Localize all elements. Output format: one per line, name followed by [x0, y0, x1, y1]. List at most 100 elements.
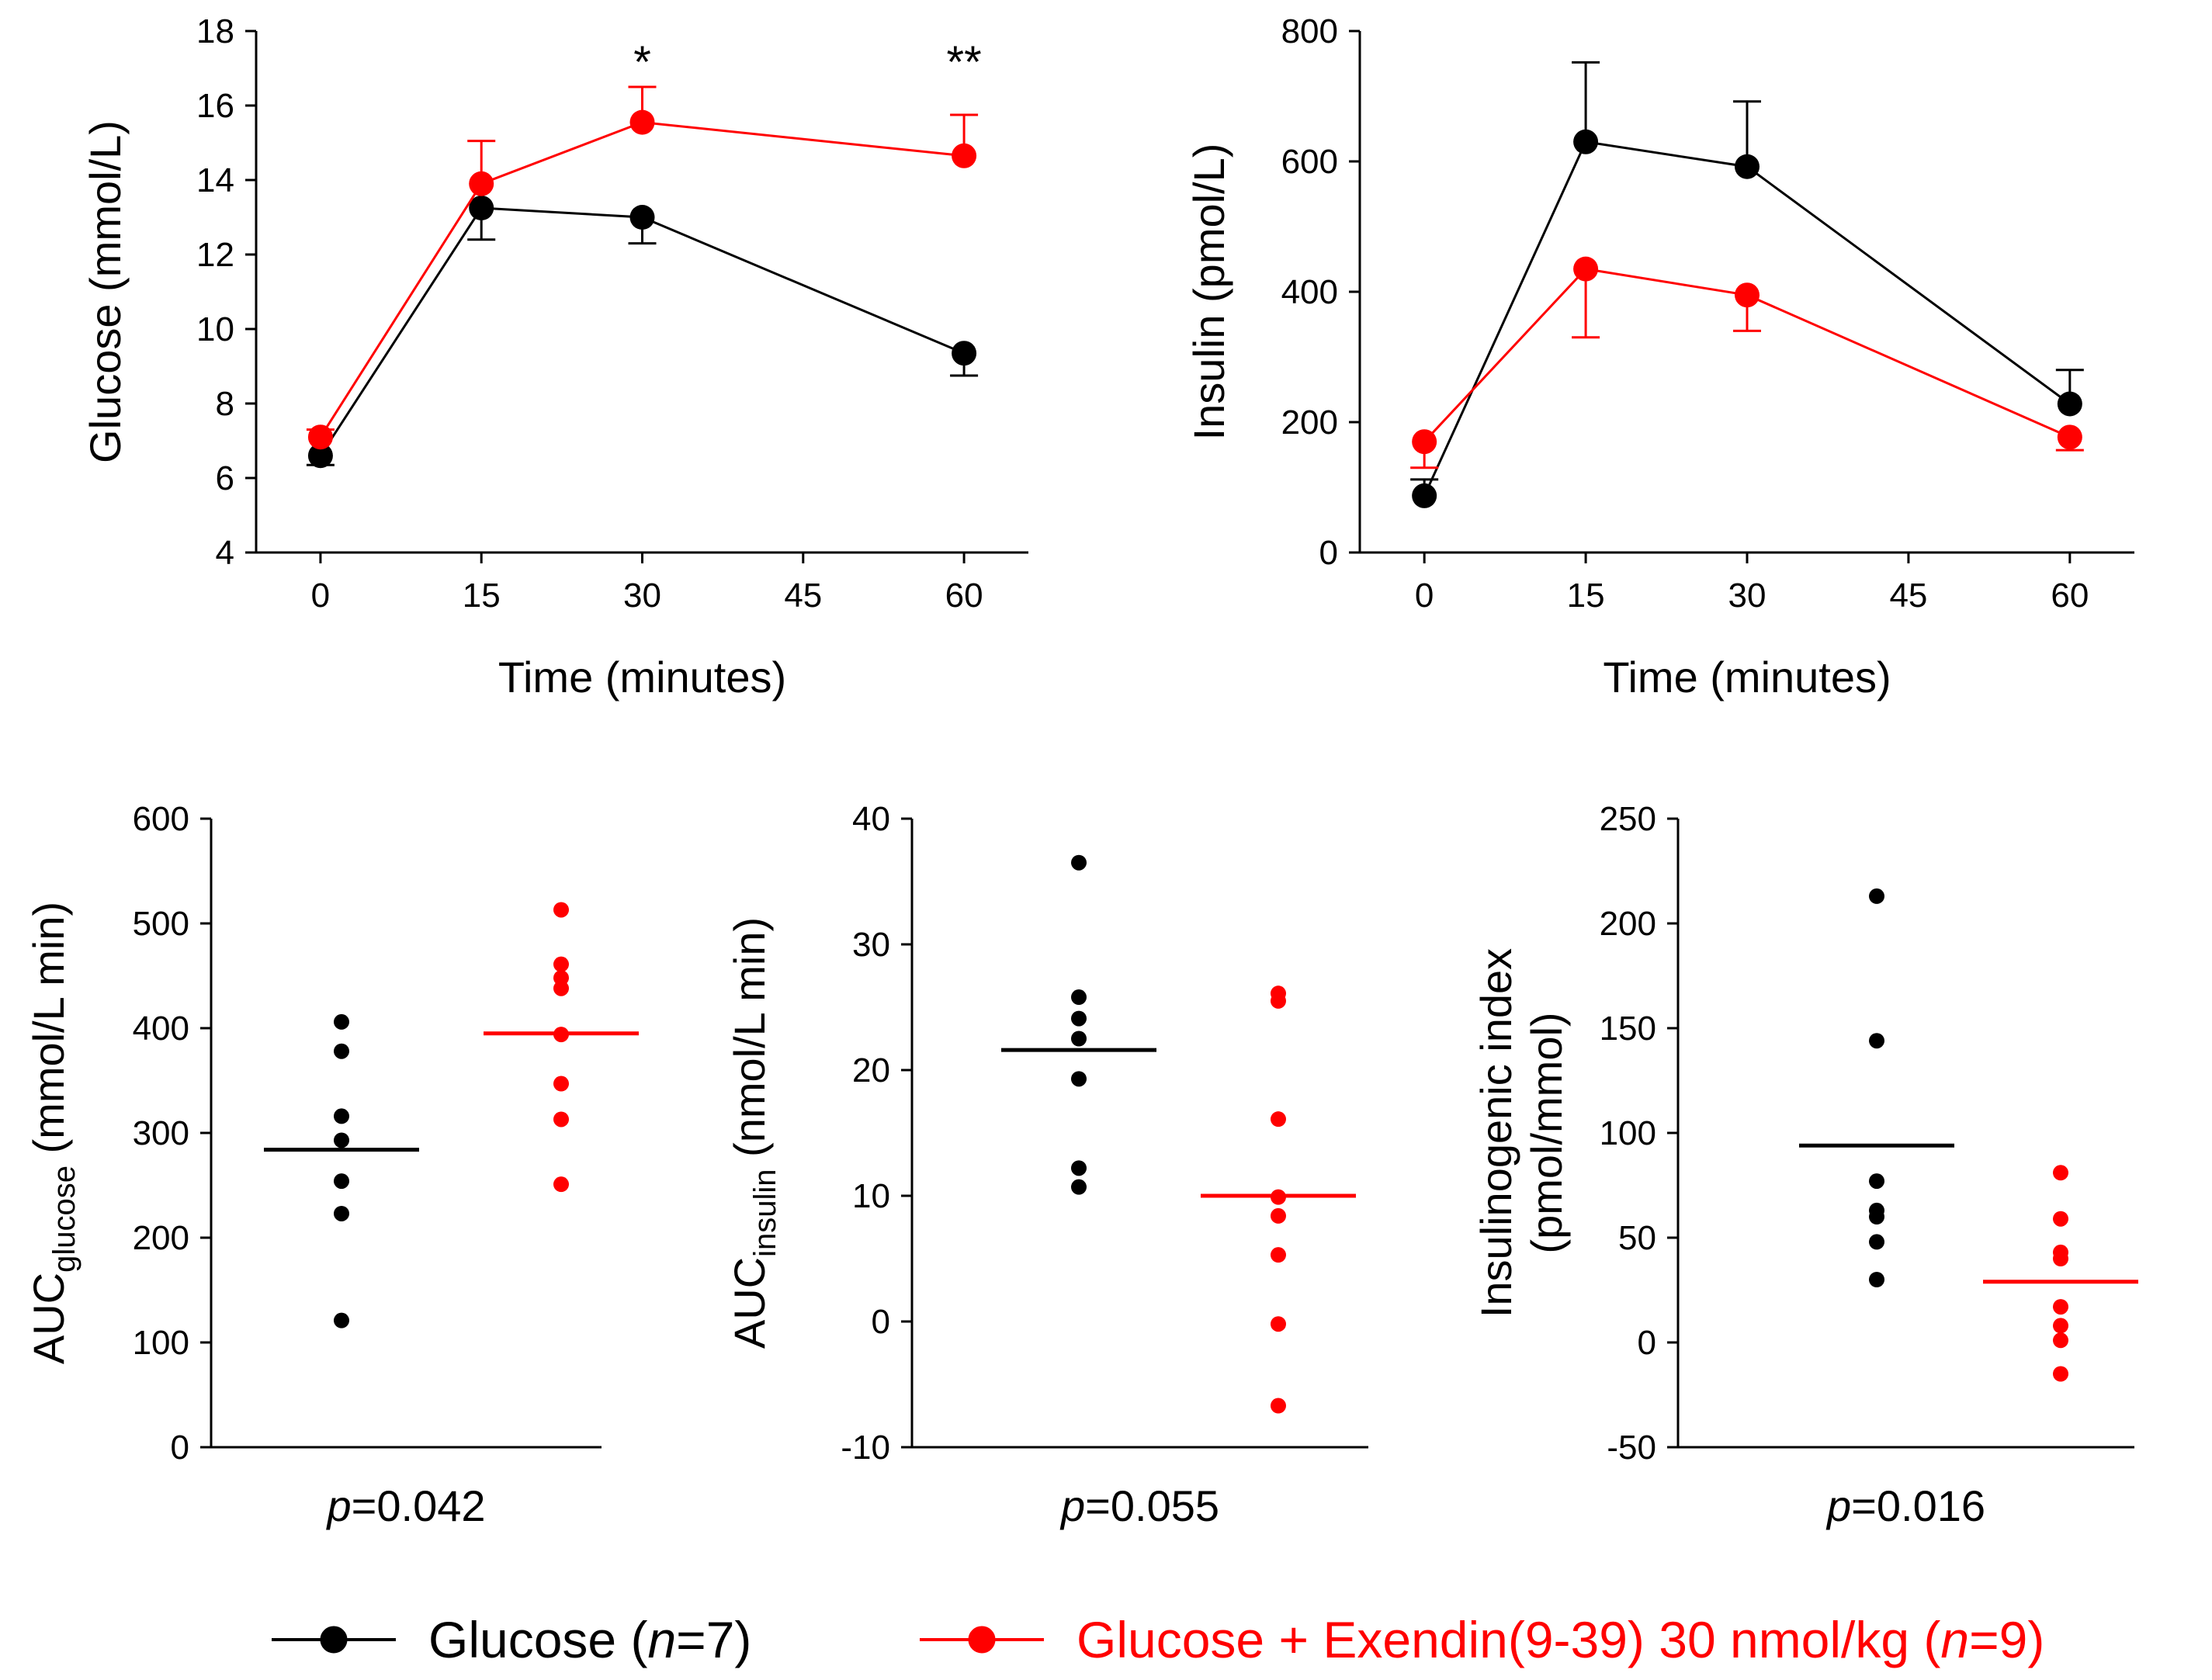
y-axis-title-subscript: glucose: [47, 1166, 81, 1273]
y-tick-label: 200: [1281, 404, 1338, 442]
data-point-exendin: [1271, 1316, 1286, 1332]
x-tick-label: 60: [945, 577, 983, 615]
y-tick-label: 100: [133, 1324, 189, 1362]
data-point-control: [334, 1013, 349, 1030]
y-tick-label: 100: [1600, 1114, 1656, 1152]
x-tick-label: 45: [784, 577, 822, 615]
y-tick-label: 18: [196, 12, 234, 50]
y-tick-label: 50: [1618, 1219, 1656, 1257]
y-tick-label: 10: [852, 1177, 890, 1215]
data-point-exendin: [553, 902, 569, 918]
y-tick-label: 0: [171, 1429, 189, 1467]
data-point-exendin: [1735, 282, 1760, 308]
p-value-label: p=0.042: [326, 1481, 486, 1530]
p-value-number: =0.016: [1851, 1481, 1985, 1530]
data-point-exendin: [1271, 1189, 1286, 1205]
data-point-control: [1869, 1234, 1884, 1250]
x-tick-label: 0: [311, 577, 330, 615]
significance-marker: *: [633, 37, 651, 88]
data-point-control: [1869, 888, 1884, 904]
y-tick-label: 600: [1281, 143, 1338, 181]
data-point-control: [334, 1312, 349, 1328]
y-tick-label: 20: [852, 1051, 890, 1089]
y-tick-label: 150: [1600, 1010, 1656, 1048]
y-tick-label: 600: [133, 800, 189, 838]
y-tick-label: 6: [216, 459, 234, 497]
x-axis-title: Time (minutes): [1603, 653, 1891, 701]
y-axis-title: Insulin (pmol/L): [1184, 144, 1233, 441]
data-point-control: [2057, 391, 2082, 417]
y-axis-title: AUCinsulin (nmol/L min): [725, 917, 782, 1349]
legend-item-exendin: Glucose + Exendin(9-39) 30 nmol/kg (n=9): [920, 1611, 2044, 1668]
x-tick-label: 15: [463, 577, 501, 615]
y-tick-label: 0: [1638, 1324, 1656, 1362]
y-tick-label: 400: [1281, 273, 1338, 311]
data-point-control: [1869, 1272, 1884, 1287]
y-axis-title-main: AUC: [24, 1273, 73, 1364]
data-point-exendin: [1271, 992, 1286, 1009]
y-tick-label: 14: [196, 161, 234, 199]
data-point-control: [1869, 1209, 1884, 1224]
y-tick-label: -50: [1607, 1429, 1656, 1467]
data-point-exendin: [2053, 1366, 2068, 1382]
y-axis-title-line2: (pmol/mmol): [1522, 1012, 1571, 1253]
data-point-control: [1071, 1179, 1087, 1195]
series-line-exendin: [319, 121, 965, 438]
data-point-exendin: [553, 980, 569, 996]
y-tick-label: 250: [1600, 800, 1656, 838]
data-point-exendin: [2053, 1165, 2068, 1181]
x-axis-title: Time (minutes): [498, 653, 786, 701]
data-point-control: [1071, 1010, 1087, 1027]
data-point-exendin: [307, 424, 333, 450]
data-point-control: [1071, 1071, 1087, 1087]
data-point-control: [1412, 483, 1437, 508]
y-axis-title-main: AUC: [725, 1257, 774, 1349]
x-tick-label: 60: [2051, 577, 2089, 615]
data-point-control: [334, 1043, 349, 1059]
series-line-exendin: [1423, 267, 2071, 443]
legend-marker-control: [320, 1626, 348, 1654]
y-tick-label: 40: [852, 800, 890, 838]
data-point-exendin: [1412, 429, 1437, 455]
data-point-control: [1071, 1031, 1087, 1047]
data-point-control: [334, 1108, 349, 1124]
data-point-control: [629, 205, 655, 230]
data-point-exendin: [553, 1076, 569, 1092]
x-tick-label: 30: [1728, 577, 1766, 615]
x-tick-label: 15: [1567, 577, 1605, 615]
p-value-label: p=0.055: [1059, 1481, 1219, 1530]
data-point-exendin: [1271, 1111, 1286, 1128]
data-point-exendin: [2057, 424, 2082, 450]
y-axis-title-line1: Insulinogenic index: [1472, 948, 1520, 1318]
x-tick-label: 0: [1415, 577, 1434, 615]
data-point-exendin: [2053, 1299, 2068, 1315]
data-point-exendin: [553, 1111, 569, 1128]
auc-glucose-chart: 0 100 200 300 400 500 600 AUCglucose (mmol/L mi…: [24, 800, 639, 1530]
data-point-control: [1735, 154, 1760, 179]
insulin-time-chart: 0 200 400 600 800 0 15 30 45 60 Time (minutes) Insu…: [1184, 12, 2134, 701]
y-tick-label: 800: [1281, 12, 1338, 50]
data-point-exendin: [1573, 256, 1599, 282]
legend-item-control: Glucose (n=7): [272, 1611, 751, 1668]
data-point-control: [334, 1132, 349, 1148]
x-tick-label: 30: [623, 577, 661, 615]
legend-marker-exendin: [968, 1626, 996, 1654]
data-point-exendin: [1271, 1247, 1286, 1263]
significance-marker: **: [947, 37, 982, 88]
data-point-control: [334, 1173, 349, 1190]
y-tick-label: 30: [852, 926, 890, 964]
data-point-control: [307, 443, 333, 469]
y-tick-label: 200: [1600, 905, 1656, 943]
p-value-label: p=0.016: [1825, 1481, 1985, 1530]
data-point-control: [1869, 1173, 1884, 1190]
p-value-italic: p: [1825, 1481, 1851, 1530]
x-tick-label: 45: [1889, 577, 1927, 615]
data-point-control: [334, 1205, 349, 1221]
y-tick-label: 4: [216, 534, 234, 572]
y-tick-label: 10: [196, 310, 234, 348]
p-value-italic: p: [1059, 1481, 1085, 1530]
insulinogenic-index-chart: -50 0 50 100 150 200 250 Insulinogenic index (pm…: [1472, 800, 2138, 1530]
data-point-exendin: [2053, 1332, 2068, 1349]
y-axis-title: AUCglucose (mmol/L min): [24, 902, 81, 1364]
